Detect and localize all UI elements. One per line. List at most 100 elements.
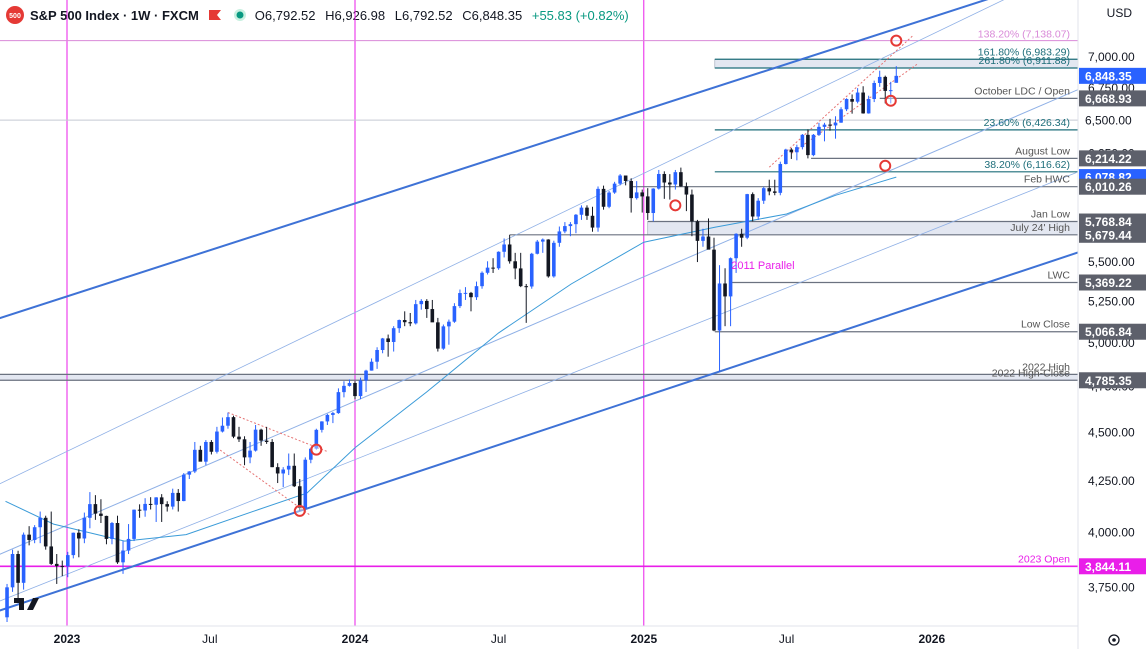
candle[interactable]	[336, 388, 341, 414]
candle[interactable]	[331, 411, 335, 424]
candle[interactable]	[193, 441, 197, 474]
candle[interactable]	[281, 467, 285, 488]
candle[interactable]	[43, 515, 48, 550]
candle[interactable]	[540, 238, 545, 253]
candle[interactable]	[756, 198, 760, 220]
candle[interactable]	[529, 252, 534, 289]
candle[interactable]	[480, 271, 484, 289]
candle[interactable]	[850, 94, 854, 114]
candle[interactable]	[557, 226, 562, 247]
candle[interactable]	[65, 551, 70, 578]
candle[interactable]	[640, 189, 645, 213]
candle[interactable]	[811, 134, 816, 157]
flag-icon[interactable]	[207, 8, 223, 22]
candle[interactable]	[717, 265, 722, 372]
candle[interactable]	[507, 234, 512, 264]
candle[interactable]	[408, 312, 413, 327]
candle[interactable]	[248, 441, 252, 464]
candle[interactable]	[485, 261, 490, 275]
candle[interactable]	[16, 550, 20, 599]
candle[interactable]	[574, 214, 578, 234]
candle[interactable]	[231, 415, 236, 439]
candle[interactable]	[684, 182, 689, 212]
candle[interactable]	[187, 471, 192, 480]
candle[interactable]	[159, 494, 164, 522]
candle[interactable]	[877, 70, 882, 87]
candle[interactable]	[806, 129, 810, 159]
candle[interactable]	[496, 251, 501, 270]
candle[interactable]	[463, 287, 468, 300]
candle[interactable]	[391, 326, 396, 352]
candle[interactable]	[629, 178, 633, 213]
candle[interactable]	[894, 66, 899, 83]
candle[interactable]	[242, 436, 247, 466]
candle[interactable]	[99, 499, 103, 524]
candle[interactable]	[27, 526, 31, 546]
candle[interactable]	[568, 222, 573, 237]
candle[interactable]	[612, 181, 617, 194]
candle[interactable]	[181, 473, 186, 502]
candle[interactable]	[502, 238, 506, 258]
candle[interactable]	[320, 421, 324, 433]
candle[interactable]	[778, 161, 783, 196]
candle[interactable]	[347, 379, 352, 387]
candle[interactable]	[618, 174, 622, 186]
candle[interactable]	[82, 512, 87, 544]
currency-label[interactable]: USD	[1106, 6, 1132, 20]
candle[interactable]	[32, 525, 37, 544]
candle[interactable]	[275, 463, 280, 484]
candle[interactable]	[701, 228, 705, 247]
candle[interactable]	[115, 515, 120, 564]
candle[interactable]	[286, 453, 291, 476]
candle[interactable]	[380, 337, 385, 354]
candle[interactable]	[436, 317, 440, 352]
candle[interactable]	[264, 426, 269, 444]
candle[interactable]	[71, 532, 76, 559]
candle[interactable]	[253, 424, 258, 452]
candle[interactable]	[176, 489, 181, 512]
candle[interactable]	[5, 583, 9, 622]
candle[interactable]	[695, 219, 700, 263]
candle[interactable]	[165, 501, 170, 512]
candle[interactable]	[419, 299, 424, 310]
candle[interactable]	[491, 258, 495, 273]
candle[interactable]	[204, 440, 208, 466]
candle[interactable]	[88, 492, 92, 529]
candle[interactable]	[634, 181, 639, 200]
candle[interactable]	[469, 291, 473, 312]
candle[interactable]	[789, 148, 794, 159]
candle[interactable]	[844, 98, 849, 112]
candle[interactable]	[552, 240, 556, 278]
candle[interactable]	[750, 192, 755, 222]
candle[interactable]	[452, 303, 457, 323]
candle[interactable]	[772, 179, 777, 196]
candle[interactable]	[77, 529, 81, 558]
candle[interactable]	[397, 319, 401, 333]
candle[interactable]	[10, 549, 15, 592]
candle[interactable]	[524, 283, 529, 323]
candle[interactable]	[303, 457, 308, 511]
candle[interactable]	[546, 239, 551, 278]
candle[interactable]	[38, 511, 42, 544]
candle[interactable]	[198, 445, 203, 462]
candle[interactable]	[839, 107, 843, 123]
candle[interactable]	[739, 228, 744, 247]
candle[interactable]	[474, 281, 479, 300]
candle[interactable]	[706, 218, 711, 250]
candle[interactable]	[728, 257, 733, 327]
candle[interactable]	[226, 412, 230, 429]
candle[interactable]	[563, 222, 567, 234]
candle[interactable]	[292, 453, 297, 488]
candle[interactable]	[386, 334, 390, 357]
candle[interactable]	[54, 554, 59, 584]
candle[interactable]	[656, 169, 661, 190]
candle[interactable]	[535, 239, 540, 255]
candle[interactable]	[866, 95, 871, 114]
candle[interactable]	[148, 497, 153, 510]
candle[interactable]	[679, 167, 683, 187]
candle[interactable]	[425, 299, 429, 318]
candle[interactable]	[872, 80, 876, 103]
candle[interactable]	[154, 497, 158, 522]
candle[interactable]	[126, 524, 131, 555]
candle[interactable]	[170, 488, 175, 510]
